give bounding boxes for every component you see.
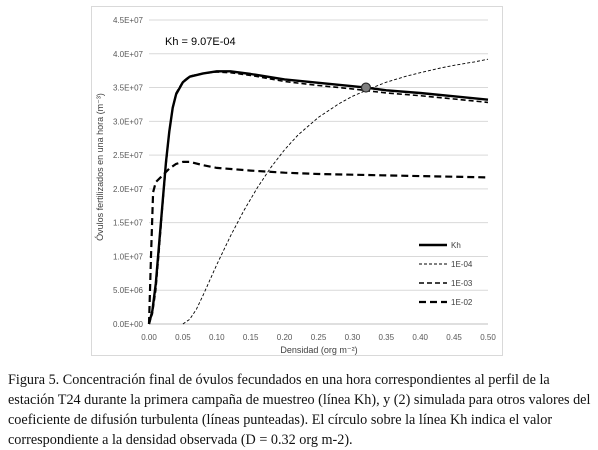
x-tick-label: 0.35 [379,333,395,342]
y-tick-label: 4.5E+07 [113,16,144,25]
x-tick-label: 0.30 [345,333,361,342]
series-line-1e-02 [147,160,489,325]
y-tick-labels: 0.0E+00 5.0E+06 1.0E+07 1.5E+07 2.0E+07 2.5E+… [113,16,144,329]
y-tick-label: 4.0E+07 [113,50,144,59]
series-line-1e-04 [182,58,489,325]
y-tick-label: 2.5E+07 [113,151,144,160]
x-tick-label: 0.05 [175,333,191,342]
legend: Kh 1E-04 1E-03 1E-02 [419,241,473,307]
caption-line-2: de la estación T24 durante la primera ca… [8,372,550,408]
legend-label: 1E-02 [451,298,473,307]
x-tick-labels: 0.00 0.05 0.10 0.15 0.20 0.25 0.30 0.35 0.40 0.45… [141,333,496,342]
observed-density-marker [360,82,372,93]
series-line-kh [147,70,489,325]
y-tick-label: 2.0E+07 [113,185,144,194]
series-line-1e-03 [148,71,489,325]
y-tick-label: 1.5E+07 [113,219,144,228]
x-axis-label: Densidad (org m⁻²) [280,345,357,355]
x-tick-label: 0.50 [480,333,496,342]
gridlines [149,19,488,291]
caption-line-4: línea Kh indica el valor correspondiente… [8,412,553,448]
legend-label: 1E-03 [451,279,473,288]
x-tick-label: 0.00 [141,333,157,342]
figure-frame: 0.0E+00 5.0E+06 1.0E+07 1.5E+07 2.0E+07 2.5E+… [91,6,503,356]
line-chart: 0.0E+00 5.0E+06 1.0E+07 1.5E+07 2.0E+07 2.5E+… [95,16,496,355]
x-tick-label: 0.15 [243,333,259,342]
legend-label: 1E-04 [451,260,473,269]
observed-point [360,82,372,93]
y-tick-label: 3.5E+07 [113,84,144,93]
caption-line-3: otros valores del coeficiente de difusió… [8,392,591,428]
y-tick-label: 1.0E+07 [113,252,144,261]
x-tick-label: 0.40 [412,333,428,342]
x-tick-label: 0.25 [311,333,327,342]
legend-label: Kh [451,241,461,250]
y-tick-label: 0.0E+00 [113,320,144,329]
series-lines [147,58,489,325]
y-tick-label: 3.0E+07 [113,117,144,126]
x-tick-label: 0.45 [446,333,462,342]
x-tick-label: 0.20 [277,333,293,342]
y-axis-label: Óvulos fertilizados en una hora (m⁻³) [95,93,105,241]
y-tick-label: 5.0E+06 [113,286,144,295]
x-tick-label: 0.10 [209,333,225,342]
caption-line-1: Figura 5. Concentración final de óvulos … [8,372,519,388]
kh-annotation: Kh = 9.07E-04 [165,36,236,48]
figure-caption: Figura 5. Concentración final de óvulos … [8,370,592,450]
